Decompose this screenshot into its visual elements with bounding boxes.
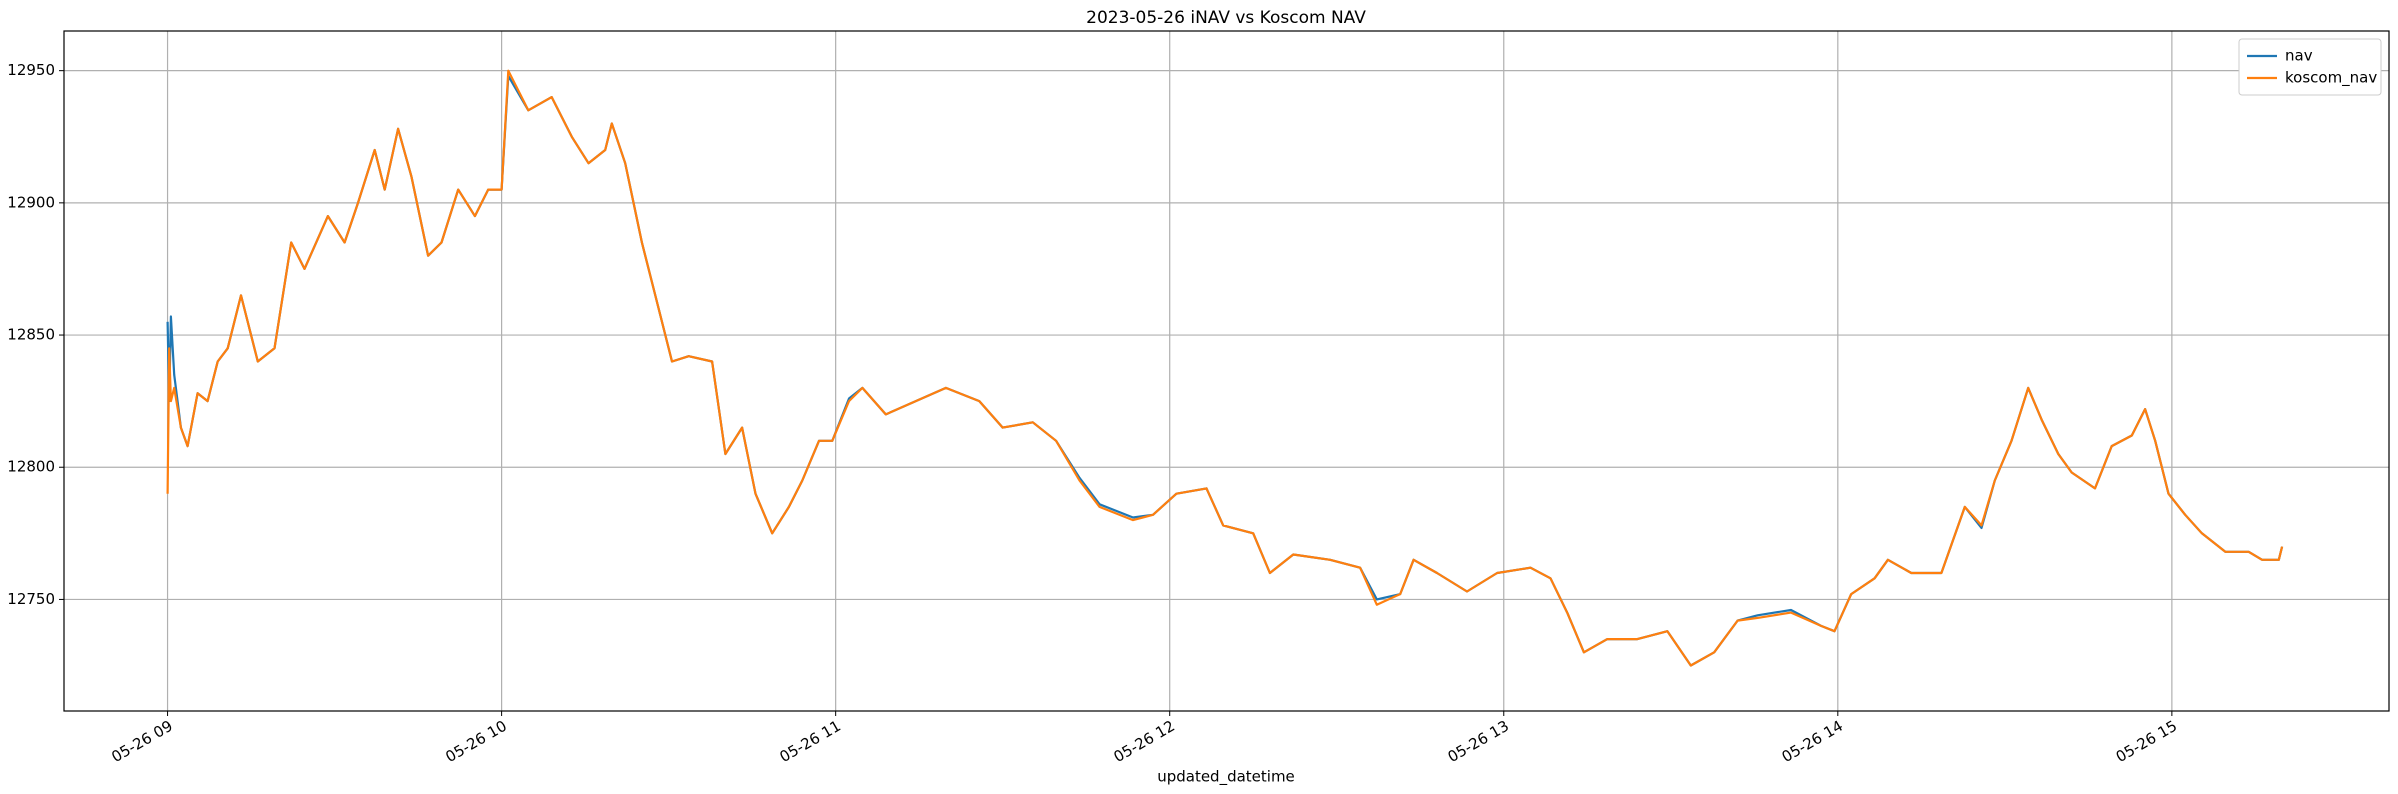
x-tick-label: 05-26 09 [108, 717, 175, 766]
y-tick-label: 12750 [7, 590, 55, 608]
legend-frame [2238, 38, 2382, 96]
y-tick-label: 12950 [7, 61, 55, 79]
plot-frame [63, 30, 2390, 712]
line-series [166, 74, 2284, 667]
y-tick-label: 12850 [7, 326, 55, 344]
y-tick-label: 12900 [7, 193, 55, 211]
x-tick-label: 05-26 12 [1111, 717, 1178, 766]
legend: nav koscom_nav [2238, 38, 2382, 96]
line-series [166, 69, 2284, 667]
x-tick-label: 05-26 11 [776, 717, 843, 766]
chart-title: 2023-05-26 iNAV vs Koscom NAV [1086, 8, 1366, 28]
x-tick-label: 05-26 10 [442, 717, 509, 766]
x-axis-label: updated_datetime [1157, 768, 1295, 787]
x-tick-label: 05-26 13 [1445, 717, 1512, 766]
x-tick-label: 05-26 15 [2113, 717, 2180, 766]
legend-label: nav [2285, 47, 2313, 65]
x-tick-label: 05-26 14 [1779, 717, 1846, 766]
legend-label: koscom_nav [2285, 69, 2377, 88]
y-tick-label: 12800 [7, 458, 55, 476]
